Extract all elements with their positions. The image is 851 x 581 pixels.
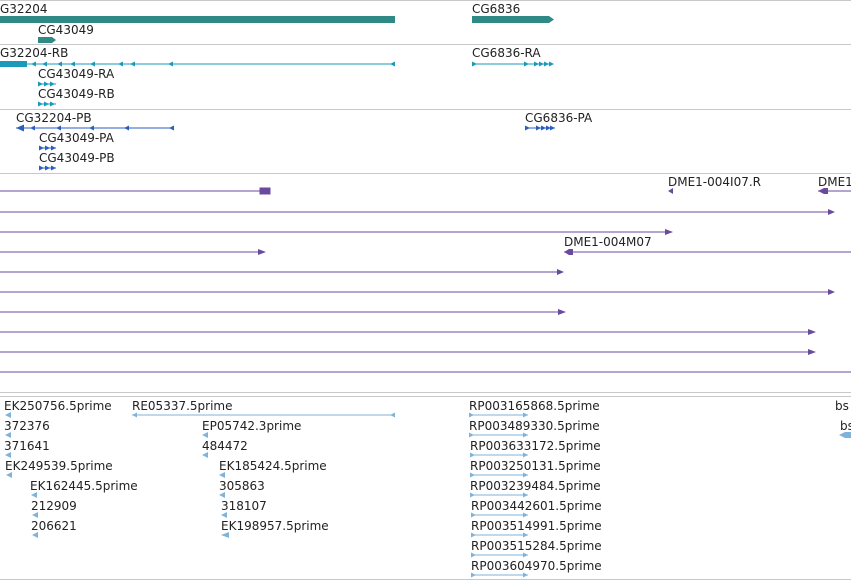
est-label[interactable]: 371641 [4,439,50,453]
est-label[interactable]: RP003239484.5prime [470,479,601,493]
transcript-label[interactable]: CG43049-RA [38,67,115,81]
protein-label[interactable]: CG43049-PA [39,131,114,145]
est-label[interactable]: bs [840,419,851,433]
est-label[interactable]: bs [835,399,849,413]
track-separator [0,392,851,393]
est-label[interactable]: EP05742.3prime [202,419,302,433]
est-label[interactable]: EK162445.5prime [30,479,138,493]
est-label[interactable]: 318107 [221,499,267,513]
transcript-label[interactable]: CG43049-RB [38,87,115,101]
track-separator [0,396,851,397]
clone-label[interactable]: DME1 [818,175,851,189]
est-label[interactable]: RP003633172.5prime [470,439,601,453]
est-label[interactable]: RP003442601.5prime [471,499,602,513]
est-label[interactable]: RP003489330.5prime [469,419,600,433]
est-label[interactable]: RP003515284.5prime [471,539,602,553]
est-label[interactable]: 305863 [219,479,265,493]
gene-feature[interactable] [0,16,395,23]
track-separator [0,109,851,110]
est-label[interactable]: RE05337.5prime [132,399,233,413]
est-label[interactable]: 484472 [202,439,248,453]
est-label[interactable]: 212909 [31,499,77,513]
gene-label[interactable]: G32204 [0,2,48,16]
transcript-label[interactable]: CG6836-RA [472,46,541,60]
est-label[interactable]: EK198957.5prime [221,519,329,533]
gene-label[interactable]: CG6836 [472,2,521,16]
gene-label[interactable]: CG43049 [38,23,94,37]
protein-label[interactable]: CG43049-PB [39,151,115,165]
track-separator [0,579,851,580]
est-label[interactable]: RP003514991.5prime [471,519,602,533]
est-label[interactable]: 372376 [4,419,50,433]
protein-label[interactable]: CG32204-PB [16,111,92,125]
track-separator [0,173,851,174]
track-separator [0,44,851,45]
clone-label[interactable]: DME1-004M07 [564,235,652,249]
est-label[interactable]: EK250756.5prime [4,399,112,413]
transcript-label[interactable]: G32204-RB [0,46,69,60]
est-label[interactable]: RP003604970.5prime [471,559,602,573]
est-label[interactable]: EK249539.5prime [5,459,113,473]
track-separator [0,0,851,1]
clone-label[interactable]: DME1-004I07.R [668,175,762,189]
est-label[interactable]: EK185424.5prime [219,459,327,473]
est-label[interactable]: 206621 [31,519,77,533]
protein-label[interactable]: CG6836-PA [525,111,593,125]
est-label[interactable]: RP003165868.5prime [469,399,600,413]
est-label[interactable]: RP003250131.5prime [470,459,601,473]
